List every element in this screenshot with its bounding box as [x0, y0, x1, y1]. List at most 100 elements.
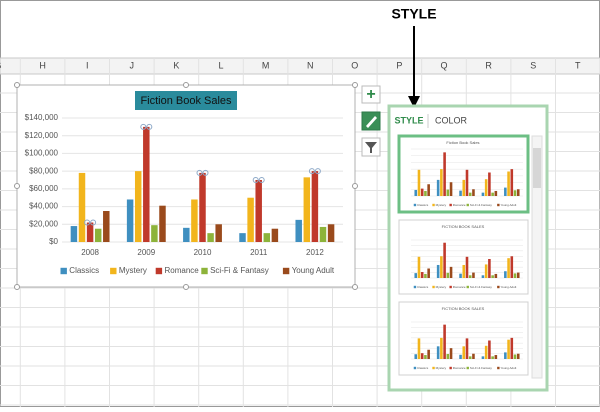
- column-header: N: [307, 60, 314, 70]
- legend-label: Young Adult: [292, 266, 335, 275]
- bar: [295, 219, 302, 242]
- bar: [443, 324, 446, 359]
- legend-swatch: [466, 285, 469, 289]
- legend-swatch: [432, 366, 435, 370]
- bar: [414, 354, 418, 359]
- column-header: G: [0, 60, 2, 70]
- bar: [327, 224, 335, 242]
- bar: [247, 197, 254, 242]
- column-header: S: [530, 60, 536, 70]
- bar: [239, 233, 246, 242]
- thumbnail-frame: [397, 134, 530, 214]
- resize-handle: [352, 82, 358, 88]
- bar: [191, 199, 198, 242]
- bar: [491, 192, 494, 196]
- bar: [468, 192, 472, 196]
- column-header: Q: [440, 60, 447, 70]
- bar: [78, 172, 86, 242]
- resize-handle: [352, 284, 358, 290]
- scroll-thumb[interactable]: [533, 148, 541, 188]
- bar: [424, 355, 427, 359]
- style-tab[interactable]: STYLE: [394, 115, 423, 125]
- column-header: J: [130, 60, 135, 70]
- legend-swatch: [201, 267, 208, 275]
- bar: [494, 273, 498, 278]
- bar: [199, 172, 206, 242]
- callout-arrowhead: [408, 96, 420, 108]
- bar: [491, 356, 494, 359]
- legend-label: Young Adult: [500, 285, 516, 289]
- legend-swatch: [449, 366, 452, 370]
- bar: [507, 339, 510, 359]
- legend-label: Classics: [417, 366, 429, 370]
- legend-label: Classics: [417, 285, 429, 289]
- bar: [440, 169, 443, 196]
- legend-label: Romance: [453, 366, 466, 370]
- y-tick-label: $60,000: [29, 184, 58, 193]
- legend-swatch: [497, 285, 500, 289]
- bar: [472, 189, 475, 196]
- bar: [263, 233, 271, 242]
- legend-swatch: [466, 203, 469, 207]
- selection-handle: [202, 169, 209, 176]
- column-header: H: [39, 60, 46, 70]
- bar: [446, 189, 450, 196]
- bar: [488, 172, 491, 196]
- bar: [440, 256, 443, 278]
- y-tick-label: $20,000: [29, 219, 58, 228]
- column-header: T: [575, 60, 581, 70]
- bar: [417, 338, 421, 359]
- color-tab[interactable]: COLOR: [435, 115, 468, 125]
- bar: [516, 353, 520, 359]
- scrollbar[interactable]: [531, 135, 543, 379]
- bar: [462, 179, 466, 196]
- y-tick-label: $0: [49, 237, 58, 246]
- bar: [255, 180, 262, 242]
- legend-label: Sci-Fi & Fantasy: [470, 285, 493, 289]
- chart-title: Fiction Book Sales: [140, 95, 232, 107]
- style-thumbnail[interactable]: FICTION BOOK SALES Classics Mystery Romance…: [398, 301, 529, 376]
- legend-swatch: [432, 203, 435, 207]
- legend-label: Young Adult: [500, 203, 516, 207]
- resize-handle: [183, 82, 189, 88]
- callout-label: STYLE: [391, 6, 436, 22]
- resize-handle: [352, 183, 358, 189]
- thumbnail-frame: [398, 219, 529, 295]
- title-box: [135, 91, 237, 110]
- thumbnail-title: Fiction Book Sales: [446, 140, 479, 145]
- bar: [459, 354, 462, 359]
- legend-swatch: [497, 203, 500, 207]
- legend-swatch: [413, 203, 417, 207]
- add-element-button[interactable]: [361, 85, 381, 104]
- bar: [446, 353, 450, 359]
- bar: [484, 264, 488, 278]
- style-thumbnail[interactable]: FICTION BOOK SALES Classics Mystery Romance…: [398, 219, 529, 295]
- bar: [414, 273, 418, 278]
- column-header: O: [351, 60, 358, 70]
- bar: [443, 242, 446, 278]
- bar: [414, 189, 418, 196]
- legend-swatch: [432, 285, 435, 289]
- bar: [449, 266, 453, 278]
- bar: [427, 349, 430, 359]
- bar: [488, 340, 491, 359]
- bar: [446, 272, 450, 278]
- legend-label: Romance: [165, 266, 200, 275]
- bar: [481, 275, 485, 278]
- bar: [510, 256, 514, 278]
- resize-handle: [14, 82, 20, 88]
- style-thumbnail[interactable]: Fiction Book Sales Classics Mystery Romance…: [397, 134, 530, 214]
- bar: [183, 227, 190, 242]
- bar: [134, 171, 142, 242]
- legend-label: Classics: [417, 203, 429, 207]
- legend-label: Classics: [69, 266, 99, 275]
- bar: [271, 228, 279, 242]
- legend-label: Sci-Fi & Fantasy: [470, 366, 493, 370]
- legend-label: Romance: [453, 285, 466, 289]
- brush-icon: [366, 116, 377, 128]
- bar: [488, 259, 491, 278]
- y-tick-label: $40,000: [29, 202, 58, 211]
- selection-handle: [308, 168, 315, 175]
- legend-swatch: [413, 366, 417, 370]
- legend-swatch: [110, 267, 117, 275]
